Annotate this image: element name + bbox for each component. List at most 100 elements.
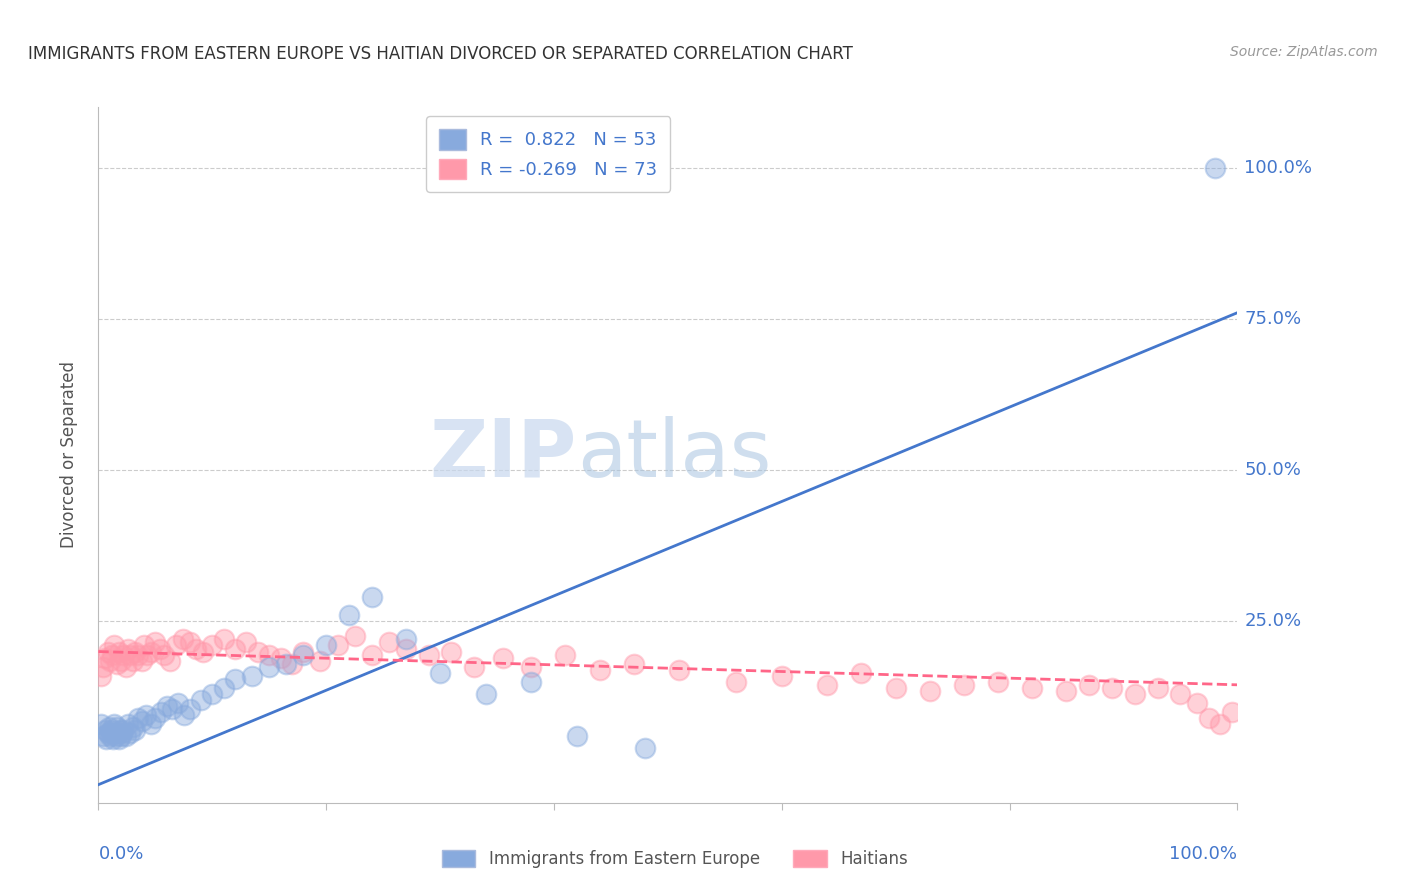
Point [270, 650, 292, 665]
Point [1146, 681, 1168, 695]
Point [259, 648, 281, 662]
Point [100, 723, 122, 738]
Point [770, 669, 793, 683]
Point [103, 732, 125, 747]
Point [136, 648, 159, 662]
Point [131, 714, 153, 728]
Point [120, 726, 142, 740]
Point [1054, 684, 1078, 698]
Point [91, 659, 114, 673]
Point [98, 654, 121, 668]
Point [395, 641, 418, 656]
Point [235, 635, 257, 649]
Point [360, 648, 382, 662]
Point [135, 708, 157, 723]
Text: atlas: atlas [576, 416, 770, 494]
Point [1021, 681, 1043, 695]
Point [94, 650, 117, 665]
Point [315, 639, 337, 653]
Point [124, 723, 146, 738]
Point [520, 659, 543, 673]
Point [212, 681, 235, 695]
Point [395, 632, 418, 647]
Point [117, 717, 139, 731]
Text: 75.0%: 75.0% [1244, 310, 1302, 327]
Point [292, 648, 315, 662]
Point [309, 654, 332, 668]
Point [98, 729, 121, 743]
Point [440, 644, 463, 658]
Point [90, 669, 112, 683]
Point [150, 705, 173, 719]
Point [1101, 681, 1123, 695]
Point [224, 672, 246, 686]
Point [918, 684, 941, 698]
Point [167, 696, 190, 710]
Point [212, 632, 235, 647]
Point [588, 663, 610, 677]
Y-axis label: Divorced or Separated: Divorced or Separated [59, 361, 77, 549]
Point [1078, 678, 1101, 692]
Point [1187, 696, 1209, 710]
Point [145, 635, 167, 649]
Point [179, 635, 201, 649]
Point [103, 717, 125, 731]
Point [159, 654, 181, 668]
Point [117, 641, 139, 656]
Point [565, 729, 588, 743]
Point [96, 726, 118, 740]
Point [429, 665, 451, 680]
Point [105, 657, 128, 671]
Point [132, 639, 155, 653]
Point [725, 674, 748, 689]
Point [378, 635, 401, 649]
Point [94, 723, 117, 738]
Point [623, 657, 645, 671]
Point [884, 681, 907, 695]
Point [101, 648, 124, 662]
Point [173, 708, 195, 723]
Point [337, 608, 360, 623]
Point [474, 687, 496, 701]
Point [97, 720, 120, 734]
Point [634, 741, 657, 756]
Point [156, 698, 179, 713]
Point [246, 644, 269, 658]
Point [162, 702, 184, 716]
Point [520, 674, 543, 689]
Point [104, 729, 127, 743]
Point [108, 723, 131, 738]
Point [111, 726, 134, 740]
Point [101, 726, 124, 740]
Point [91, 729, 114, 743]
Point [153, 648, 176, 662]
Point [114, 659, 136, 673]
Point [1123, 687, 1146, 701]
Point [1220, 705, 1243, 719]
Point [1198, 711, 1220, 725]
Point [179, 702, 201, 716]
Point [120, 648, 142, 662]
Text: ZIP: ZIP [429, 416, 576, 494]
Point [276, 657, 298, 671]
Point [201, 687, 224, 701]
Point [110, 729, 132, 743]
Legend: R =  0.822   N = 53, R = -0.269   N = 73: R = 0.822 N = 53, R = -0.269 N = 73 [426, 116, 671, 192]
Point [554, 648, 576, 662]
Point [240, 669, 263, 683]
Text: 100.0%: 100.0% [1244, 159, 1312, 177]
Legend: Immigrants from Eastern Europe, Haitians: Immigrants from Eastern Europe, Haitians [436, 843, 914, 875]
Text: 0.0%: 0.0% [98, 845, 143, 863]
Point [259, 659, 281, 673]
Point [108, 732, 131, 747]
Point [107, 726, 129, 740]
Point [121, 720, 143, 734]
Point [127, 648, 149, 662]
Point [114, 729, 136, 743]
Point [96, 644, 118, 658]
Point [108, 644, 131, 658]
Point [343, 629, 366, 643]
Point [165, 639, 187, 653]
Point [149, 641, 172, 656]
Point [105, 720, 128, 734]
